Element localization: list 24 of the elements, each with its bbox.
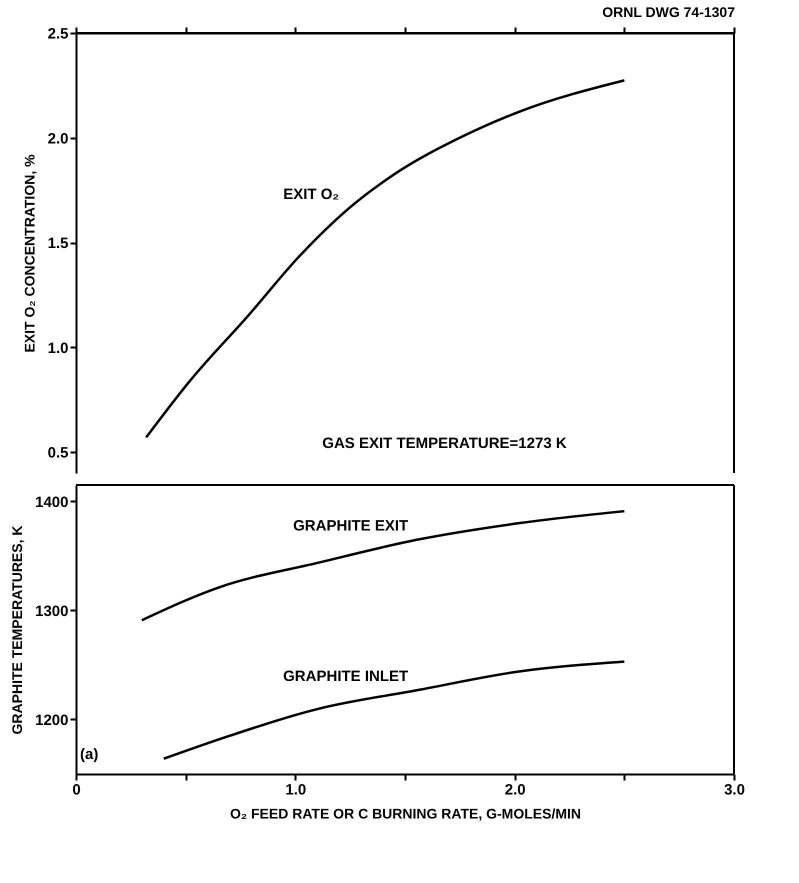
y-tick-label: 1.0 [48,340,68,357]
line-series [144,79,626,439]
x-tick-label: 0 [72,782,81,798]
x-tick-label: 1.0 [285,782,306,798]
text: ORNL DWG 74-1307 [602,4,736,20]
y-tick-label: 2.0 [48,130,68,148]
x-axis-title: O₂ FEED RATE OR C BURNING RATE, G-MOLES/MIN [230,806,582,822]
series-label: EXIT O₂ [283,186,340,204]
y-tick-label: 2.5 [48,26,68,42]
y-tick-label: 1300 [35,602,68,620]
line-series [162,660,626,760]
y-axis-title: EXIT O₂ CONCENTRATION, % [22,154,38,353]
x-tick-label: 3.0 [724,782,745,798]
x-tick-label: 2.0 [504,782,526,798]
y-tick-label: 1.5 [48,235,68,252]
series-label: GRAPHITE INLET [283,668,408,686]
annotation: (a) [80,746,98,763]
y-tick-label: 1400 [35,494,68,511]
annotation: GAS EXIT TEMPERATURE=1273 K [322,435,567,452]
y-tick-label: 1200 [35,712,68,729]
y-tick-label: 0.5 [48,444,68,462]
line-series [140,510,626,622]
series-label: GRAPHITE EXIT [293,518,408,535]
y-axis-title: GRAPHITE TEMPERATURES, K [9,526,26,734]
